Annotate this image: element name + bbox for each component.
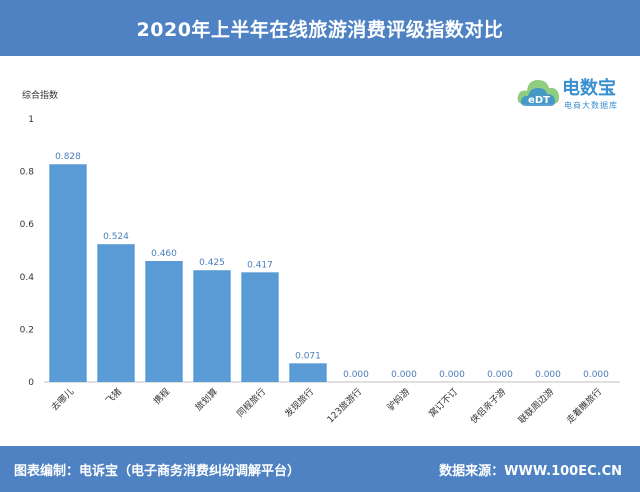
logo-subtitle: 电商大数据库: [564, 101, 618, 110]
data-label: 0.425: [199, 258, 225, 268]
footer-source-left: 图表编制：电诉宝（电子商务消费纠纷调解平台）: [14, 464, 301, 479]
x-tick-label: 携程: [151, 386, 172, 407]
data-label: 0.071: [295, 351, 321, 361]
x-tick-label: 侠侣亲子游: [468, 386, 508, 426]
y-tick-label: 0.6: [20, 220, 35, 230]
x-tick-label: 驴妈游: [385, 386, 413, 414]
data-label: 0.460: [151, 249, 177, 259]
data-label: 0.000: [583, 370, 609, 380]
y-tick-label: 0.8: [20, 168, 35, 178]
bar: [49, 164, 87, 382]
footer-source-right: 数据来源：WWW.100EC.CN: [439, 464, 622, 479]
chart-title: 2020年上半年在线旅游消费评级指数对比: [136, 18, 504, 41]
x-tick-label: 窝订不订: [426, 386, 460, 420]
logo-mark: eDT: [528, 95, 550, 106]
data-label: 0.417: [247, 260, 273, 270]
x-tick-label: 飞猪: [103, 386, 124, 407]
x-tick-label: 旅划算: [193, 386, 221, 414]
data-label: 0.524: [103, 232, 129, 242]
y-axis-label: 综合指数: [22, 89, 58, 101]
data-label: 0.000: [535, 370, 561, 380]
y-tick-label: 0: [28, 378, 34, 388]
bar: [241, 272, 279, 382]
logo-brand: 电数宝: [562, 78, 616, 99]
y-tick-label: 1: [28, 115, 34, 125]
x-tick-label: 去哪儿: [49, 386, 77, 414]
x-tick-label: 联联周边游: [516, 386, 556, 426]
data-label: 0.000: [391, 370, 417, 380]
bar: [289, 363, 327, 382]
logo: eDT 电数宝 电商大数据库: [512, 66, 632, 122]
x-tick-label: 同程旅行: [234, 386, 268, 420]
x-tick-label: 走着瞧旅行: [564, 386, 604, 426]
cloud-logo-icon: eDT: [517, 80, 560, 106]
y-tick-label: 0.2: [20, 325, 34, 335]
data-label: 0.828: [55, 152, 81, 162]
bar: [97, 244, 135, 382]
data-label: 0.000: [343, 370, 369, 380]
bar-chart: 综合指数 0 0.2 0.4 0.6 0.8 1 0.828 0.524 0.460 0.425…: [20, 89, 620, 426]
x-tick-label: 发现旅行: [282, 386, 316, 420]
data-label: 0.000: [439, 370, 465, 380]
footer-banner: 图表编制：电诉宝（电子商务消费纠纷调解平台） 数据来源：WWW.100EC.CN: [0, 446, 640, 492]
title-banner: 2020年上半年在线旅游消费评级指数对比: [0, 0, 640, 56]
bar: [193, 270, 231, 382]
y-tick-label: 0.4: [20, 273, 35, 283]
data-label: 0.000: [487, 370, 513, 380]
bar: [145, 261, 183, 382]
x-tick-label: 123旅游行: [324, 386, 364, 426]
